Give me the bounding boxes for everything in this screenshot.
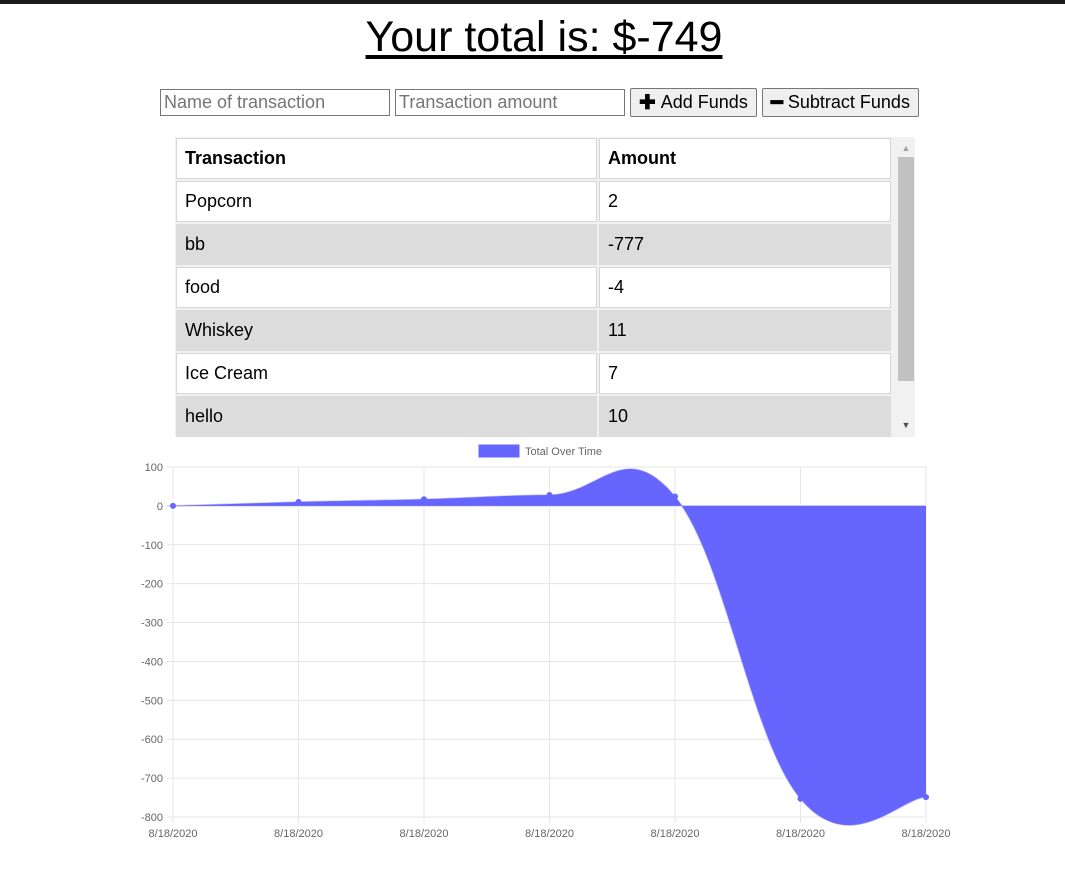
y-tick-label: -500 <box>141 695 163 707</box>
x-tick-label: 8/18/2020 <box>149 828 198 840</box>
transaction-name-cell: Whiskey <box>176 310 597 351</box>
transaction-form: ✚ Add Funds ━ Subtract Funds <box>160 88 919 117</box>
total-over-time-chart: Total Over Time 100 0 -100 -200 -300 -400 -500… <box>0 440 1065 883</box>
transaction-name-cell: Ice Cream <box>176 353 597 394</box>
subtract-funds-label: Subtract Funds <box>787 92 910 112</box>
chart-x-tick-labels: 8/18/2020 8/18/2020 8/18/2020 8/18/2020 8/18… <box>149 828 951 840</box>
column-header-transaction: Transaction <box>176 138 597 179</box>
data-point <box>170 502 176 509</box>
transaction-amount-cell: 7 <box>599 353 891 394</box>
y-tick-label: 100 <box>145 462 163 474</box>
table-scrollbar[interactable]: ▲ ▼ <box>897 137 915 437</box>
x-tick-label: 8/18/2020 <box>274 828 323 840</box>
legend-swatch <box>478 444 520 458</box>
transactions-table-scroll: Transaction Amount Popcorn 2 bb -777 foo… <box>175 137 897 437</box>
x-tick-label: 8/18/2020 <box>400 828 449 840</box>
table-row: Ice Cream 7 <box>176 353 891 394</box>
scroll-up-arrow-icon[interactable]: ▲ <box>901 142 911 153</box>
chart-y-tick-labels: 100 0 -100 -200 -300 -400 -500 -600 -700 -800 <box>141 462 163 824</box>
table-header-row: Transaction Amount <box>176 138 891 179</box>
table-row: Whiskey 11 <box>176 310 891 351</box>
transaction-amount-input[interactable] <box>395 89 625 116</box>
transactions-table-container[interactable]: Transaction Amount Popcorn 2 bb -777 foo… <box>175 137 915 437</box>
minus-icon: ━ <box>770 91 783 114</box>
x-tick-label: 8/18/2020 <box>776 828 825 840</box>
add-funds-button[interactable]: ✚ Add Funds <box>630 88 757 117</box>
transaction-name-cell: bb <box>176 224 597 265</box>
plus-icon: ✚ <box>639 91 656 114</box>
y-tick-label: -700 <box>141 773 163 785</box>
transactions-table: Transaction Amount Popcorn 2 bb -777 foo… <box>175 137 893 437</box>
y-tick-label: -100 <box>141 540 163 552</box>
transaction-amount-cell: 11 <box>599 310 891 351</box>
transaction-name-cell: food <box>176 267 597 308</box>
scrollbar-thumb[interactable] <box>898 157 914 381</box>
x-tick-label: 8/18/2020 <box>902 828 951 840</box>
column-header-amount: Amount <box>599 138 891 179</box>
data-point <box>797 795 804 802</box>
transaction-name-cell: Popcorn <box>176 181 597 222</box>
data-point <box>546 492 553 498</box>
data-point <box>672 493 678 500</box>
transaction-name-cell: hello <box>176 396 597 437</box>
transaction-amount-cell: -4 <box>599 267 891 308</box>
data-point <box>295 499 302 505</box>
transaction-amount-cell: 10 <box>599 396 891 437</box>
total-heading: Your total is: $-749 <box>365 13 723 61</box>
transaction-name-input[interactable] <box>160 89 390 116</box>
subtract-funds-button[interactable]: ━ Subtract Funds <box>761 88 919 117</box>
legend-label: Total Over Time <box>525 446 602 458</box>
table-row: Popcorn 2 <box>176 181 891 222</box>
table-row: hello 10 <box>176 396 891 437</box>
top-border <box>0 0 1065 4</box>
y-tick-label: 0 <box>157 501 163 513</box>
y-tick-label: -600 <box>141 734 163 746</box>
table-row: bb -777 <box>176 224 891 265</box>
chart-canvas: Total Over Time 100 0 -100 -200 -300 -400 -500… <box>141 444 951 840</box>
scroll-down-arrow-icon[interactable]: ▼ <box>901 419 911 430</box>
x-tick-label: 8/18/2020 <box>651 828 700 840</box>
y-tick-label: -400 <box>141 656 163 668</box>
series-area-fill <box>173 469 926 826</box>
data-point <box>923 794 929 801</box>
chart-points <box>170 492 929 802</box>
chart-legend: Total Over Time <box>478 444 602 458</box>
x-tick-label: 8/18/2020 <box>525 828 574 840</box>
y-tick-label: -200 <box>141 579 163 591</box>
table-row: food -4 <box>176 267 891 308</box>
transaction-amount-cell: -777 <box>599 224 891 265</box>
y-tick-label: -800 <box>141 812 163 824</box>
add-funds-label: Add Funds <box>660 92 748 112</box>
y-tick-label: -300 <box>141 618 163 630</box>
chart-gridlines <box>167 466 927 823</box>
transaction-amount-cell: 2 <box>599 181 891 222</box>
data-point <box>421 496 427 503</box>
